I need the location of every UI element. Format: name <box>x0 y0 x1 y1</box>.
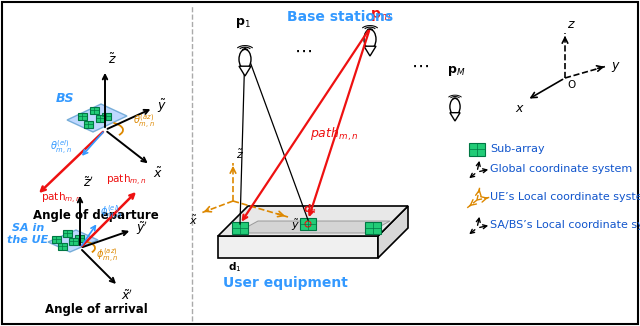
Text: $\tilde{x}$: $\tilde{x}$ <box>189 214 198 227</box>
Bar <box>68 238 77 244</box>
Text: $\tilde{y}'$: $\tilde{y}'$ <box>136 219 148 237</box>
Text: Base stations: Base stations <box>287 10 393 24</box>
Text: y: y <box>611 58 618 71</box>
Text: path$_{m,n}$: path$_{m,n}$ <box>41 191 81 206</box>
Text: O: O <box>567 80 575 90</box>
Text: $\theta^{(el)}_{m,n}$: $\theta^{(el)}_{m,n}$ <box>50 139 72 157</box>
Text: $\cdots$: $\cdots$ <box>294 42 312 60</box>
Text: $\tilde{z}$: $\tilde{z}$ <box>236 148 244 161</box>
Ellipse shape <box>239 50 251 69</box>
Text: SA/BS’s Local coordinate system: SA/BS’s Local coordinate system <box>490 220 640 230</box>
Bar <box>95 114 104 122</box>
Bar <box>300 218 316 230</box>
Polygon shape <box>67 104 127 132</box>
Text: path$_{m,n}$: path$_{m,n}$ <box>106 173 147 188</box>
Text: Global coordinate system: Global coordinate system <box>490 164 632 174</box>
Bar <box>102 112 111 120</box>
Polygon shape <box>48 230 98 252</box>
Text: $\mathbf{p}_1$: $\mathbf{p}_1$ <box>235 16 251 30</box>
Text: User equipment: User equipment <box>223 276 348 290</box>
Bar <box>90 107 99 113</box>
Text: Angle of arrival: Angle of arrival <box>45 304 147 317</box>
Bar <box>63 230 72 236</box>
Polygon shape <box>378 206 408 258</box>
Bar <box>77 112 86 120</box>
Bar <box>232 222 248 234</box>
Text: $\tilde{y}$: $\tilde{y}$ <box>157 97 167 115</box>
Text: SA in
the UE: SA in the UE <box>8 223 49 245</box>
Text: z: z <box>567 18 573 31</box>
Text: $\tilde{x}'$: $\tilde{x}'$ <box>121 288 133 303</box>
Bar <box>469 142 485 156</box>
Ellipse shape <box>450 98 460 115</box>
Text: $\mathbf{d}_n$: $\mathbf{d}_n$ <box>303 202 317 216</box>
Bar <box>365 222 381 234</box>
Bar <box>83 121 93 127</box>
Text: $\theta^{(az)}_{m,n}$: $\theta^{(az)}_{m,n}$ <box>133 113 155 131</box>
Text: UE’s Local coordinate system: UE’s Local coordinate system <box>490 192 640 202</box>
Text: $\tilde{x}$: $\tilde{x}$ <box>153 167 163 182</box>
Text: path$_{m,n}$: path$_{m,n}$ <box>310 126 358 143</box>
Text: Sub-array: Sub-array <box>490 144 545 154</box>
Ellipse shape <box>364 29 376 49</box>
Bar <box>74 234 83 242</box>
Text: $\mathbf{d}_1$: $\mathbf{d}_1$ <box>228 260 242 274</box>
Text: $\tilde{z}'$: $\tilde{z}'$ <box>83 175 94 190</box>
Text: x: x <box>516 102 523 115</box>
Text: $\phi^{(az)}_{m,n}$: $\phi^{(az)}_{m,n}$ <box>96 247 118 265</box>
Text: $\mathbf{p}_M$: $\mathbf{p}_M$ <box>447 64 465 78</box>
Text: Angle of departure: Angle of departure <box>33 210 159 223</box>
PathPatch shape <box>450 113 460 121</box>
Text: $\mathbf{p}_m$: $\mathbf{p}_m$ <box>369 8 390 23</box>
Text: $\cdots$: $\cdots$ <box>411 57 429 75</box>
Polygon shape <box>218 206 408 236</box>
Text: $\tilde{z}$: $\tilde{z}$ <box>108 52 117 67</box>
PathPatch shape <box>364 46 376 56</box>
Text: BS: BS <box>56 92 74 105</box>
PathPatch shape <box>239 66 251 76</box>
Polygon shape <box>218 236 378 258</box>
Bar <box>58 243 67 249</box>
Text: $\tilde{y}$: $\tilde{y}$ <box>291 218 300 233</box>
Polygon shape <box>236 221 390 233</box>
Text: $\phi^{(el)}_{m,n}$: $\phi^{(el)}_{m,n}$ <box>100 204 122 222</box>
Bar <box>51 235 61 243</box>
